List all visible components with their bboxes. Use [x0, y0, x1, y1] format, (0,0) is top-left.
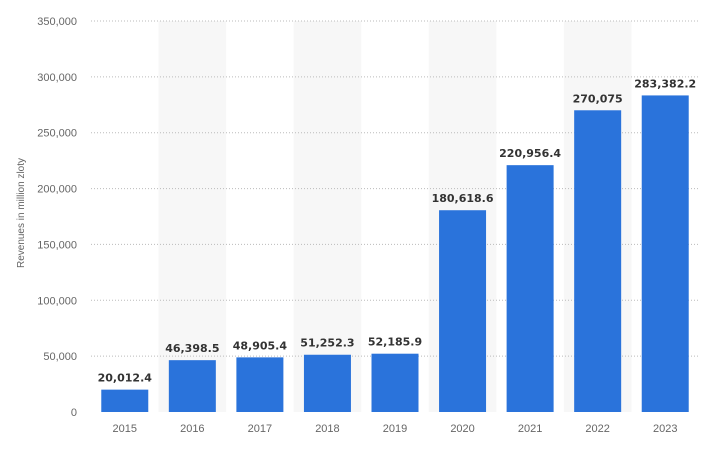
y-tick-label: 0	[71, 407, 77, 419]
x-tick-label: 2020	[450, 423, 474, 435]
x-tick-label: 2019	[383, 423, 407, 435]
data-label-2022: 270,075	[573, 92, 623, 105]
bar-2016	[168, 360, 216, 412]
data-label-2019: 52,185.9	[368, 336, 422, 349]
y-tick-label: 150,000	[37, 239, 77, 251]
data-label-2015: 20,012.4	[98, 372, 153, 385]
data-label-2021: 220,956.4	[499, 147, 561, 160]
bars	[101, 95, 689, 412]
x-tick-label: 2023	[653, 423, 677, 435]
bar-2019	[371, 353, 419, 412]
y-tick-label: 300,000	[37, 72, 77, 84]
bar-2015	[101, 389, 149, 412]
x-axis-ticks: 2015 2016 2017 2018 2019 2020 2021 2022 2023	[113, 423, 678, 435]
y-tick-label: 50,000	[43, 351, 77, 363]
column-band	[158, 21, 227, 412]
bar-2021	[506, 165, 554, 412]
data-label-2020: 180,618.6	[432, 192, 494, 205]
y-tick-label: 250,000	[37, 128, 77, 140]
column-band	[293, 21, 362, 412]
data-label-2018: 51,252.3	[300, 337, 354, 350]
x-tick-label: 2015	[113, 423, 137, 435]
y-tick-label: 350,000	[37, 16, 77, 28]
y-axis-title: Revenues in million zloty	[16, 158, 27, 268]
x-tick-label: 2016	[180, 423, 204, 435]
bar-2022	[574, 110, 622, 412]
x-tick-label: 2017	[248, 423, 272, 435]
bar-2020	[439, 210, 487, 412]
x-tick-label: 2021	[518, 423, 542, 435]
data-label-2016: 46,398.5	[165, 342, 219, 355]
alternate-column-bands	[158, 21, 632, 412]
bar-2017	[236, 357, 284, 412]
y-tick-label: 200,000	[37, 184, 77, 196]
data-label-2017: 48,905.4	[233, 339, 288, 352]
x-tick-label: 2018	[315, 423, 339, 435]
x-tick-label: 2022	[585, 423, 609, 435]
data-label-2023: 283,382.2	[634, 77, 696, 90]
y-tick-label: 100,000	[37, 295, 77, 307]
data-labels: 20,012.4 46,398.5 48,905.4 51,252.3 52,185.9…	[98, 77, 697, 384]
y-axis-ticks: 0 50,000 100,000 150,000 200,000 250,000 300,0…	[37, 16, 77, 419]
bar-2023	[641, 95, 689, 412]
bar-2018	[303, 354, 351, 412]
